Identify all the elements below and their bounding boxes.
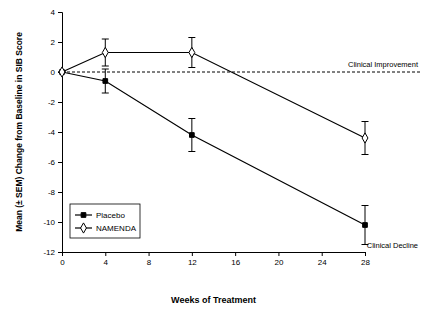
tick-label: 16 bbox=[231, 258, 240, 267]
tick-label: 4 bbox=[104, 258, 109, 267]
legend-marker bbox=[81, 213, 86, 218]
error-cap bbox=[102, 69, 109, 70]
error-cap bbox=[188, 67, 195, 68]
tick-label: 20 bbox=[274, 258, 283, 267]
plot-area bbox=[59, 38, 369, 245]
tick: 24 bbox=[318, 252, 327, 267]
tick: 12 bbox=[188, 252, 197, 267]
tick: 20 bbox=[274, 252, 283, 267]
error-bar bbox=[102, 39, 109, 66]
tick-mark bbox=[58, 252, 62, 253]
error-cap bbox=[102, 66, 109, 67]
tick-label: 8 bbox=[147, 258, 152, 267]
error-cap bbox=[362, 154, 369, 155]
tick-label: -10 bbox=[43, 218, 55, 227]
tick-label: 4 bbox=[51, 8, 56, 17]
legend: Placebo NAMENDA bbox=[70, 204, 140, 238]
tick: 8 bbox=[147, 252, 152, 267]
error-cap bbox=[102, 93, 109, 94]
marker bbox=[102, 47, 108, 57]
legend-marker bbox=[81, 223, 87, 233]
error-bar bbox=[362, 206, 369, 245]
tick-label: 0 bbox=[60, 258, 65, 267]
error-bar bbox=[188, 119, 195, 152]
tick-mark bbox=[58, 132, 62, 133]
marker bbox=[103, 79, 108, 84]
series-line bbox=[62, 72, 365, 225]
tick-mark bbox=[58, 42, 62, 43]
error-cap bbox=[362, 205, 369, 206]
error-cap bbox=[188, 37, 195, 38]
tick-mark bbox=[322, 252, 323, 256]
y-axis-title: Mean (± SEM) Change from Baseline in SIB… bbox=[14, 32, 24, 232]
tick-mark bbox=[365, 252, 366, 256]
annotation: Clinical Improvement bbox=[348, 60, 419, 69]
x-axis: 0 4 8 12 16 20 24 28 bbox=[60, 252, 370, 267]
tick-label: -4 bbox=[48, 128, 56, 137]
tick-label: -12 bbox=[43, 248, 55, 257]
annotation: Clinical Decline bbox=[367, 241, 418, 250]
tick: -10 bbox=[43, 218, 62, 227]
tick-mark bbox=[192, 252, 193, 256]
tick-label: 28 bbox=[361, 258, 370, 267]
series-line bbox=[62, 53, 365, 139]
error-cap bbox=[362, 121, 369, 122]
tick: 4 bbox=[51, 8, 62, 17]
tick: -6 bbox=[48, 158, 62, 167]
tick-mark bbox=[58, 102, 62, 103]
tick-label: 24 bbox=[318, 258, 327, 267]
tick: -2 bbox=[48, 98, 62, 107]
tick: -4 bbox=[48, 128, 62, 137]
tick-label: 12 bbox=[188, 258, 197, 267]
marker bbox=[363, 223, 368, 228]
tick-mark bbox=[58, 222, 62, 223]
tick: -8 bbox=[48, 188, 62, 197]
x-axis-title: Weeks of Treatment bbox=[171, 295, 256, 305]
reference-line bbox=[62, 72, 420, 73]
tick-label: 0 bbox=[51, 68, 56, 77]
tick-mark bbox=[235, 252, 236, 256]
tick-mark bbox=[149, 252, 150, 256]
tick: 0 bbox=[60, 252, 65, 267]
marker bbox=[59, 67, 65, 77]
marker bbox=[362, 133, 368, 143]
error-bar bbox=[188, 38, 195, 68]
legend-label: NAMENDA bbox=[96, 224, 137, 233]
tick-mark bbox=[58, 162, 62, 163]
axis-line bbox=[63, 253, 366, 257]
error-cap bbox=[362, 244, 369, 245]
tick-mark bbox=[278, 252, 279, 256]
error-bar bbox=[362, 122, 369, 155]
tick-label: 2 bbox=[51, 38, 56, 47]
legend-box bbox=[70, 204, 140, 238]
tick-mark bbox=[105, 252, 106, 256]
marker bbox=[189, 47, 195, 57]
error-cap bbox=[102, 39, 109, 40]
tick-label: -2 bbox=[48, 98, 56, 107]
tick-label: -6 bbox=[48, 158, 56, 167]
y-axis: -12 -10 -8 -6 -4 -2 0 2 4 bbox=[43, 8, 62, 257]
tick: -12 bbox=[43, 248, 62, 257]
legend-label: Placebo bbox=[96, 211, 125, 220]
tick: 4 bbox=[104, 252, 109, 267]
error-cap bbox=[188, 118, 195, 119]
tick-mark bbox=[58, 12, 62, 13]
error-cap bbox=[188, 151, 195, 152]
chart: 0481216202428-12-10-8-6-4-2024Weeks of T… bbox=[0, 0, 428, 315]
tick: 28 bbox=[361, 252, 370, 267]
tick: 16 bbox=[231, 252, 240, 267]
marker bbox=[190, 133, 195, 138]
tick-mark bbox=[58, 192, 62, 193]
tick: 2 bbox=[51, 38, 62, 47]
error-bar bbox=[102, 69, 109, 93]
axis-line bbox=[58, 13, 63, 253]
tick-label: -8 bbox=[48, 188, 56, 197]
